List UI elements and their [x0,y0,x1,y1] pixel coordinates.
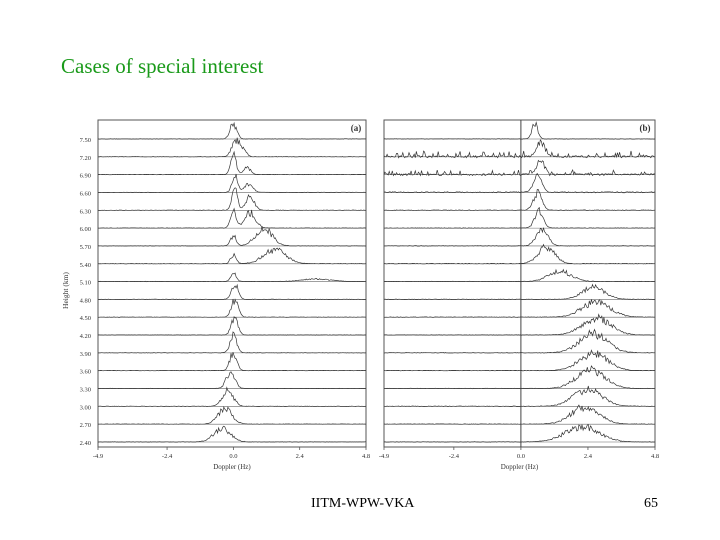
spectrum-trace [98,298,367,318]
y-tick-label: 3.60 [80,369,91,376]
spectrum-trace [97,283,367,300]
x-tick-label: -4.9 [379,453,389,460]
spectrum-trace [383,385,656,407]
y-tick-label: 4.20 [80,333,91,340]
spectrum-trace [97,272,367,283]
x-tick-label: 4.8 [362,453,370,460]
y-tick-label: 3.00 [80,404,91,411]
y-tick-label: 6.00 [80,226,91,233]
y-tick-label: 5.10 [80,280,91,287]
spectrum-trace [97,371,367,389]
spectrum-trace [383,268,656,283]
spectrum-trace [383,349,656,372]
y-tick-label: 3.30 [80,387,91,394]
panel-label: (b) [640,123,651,133]
spectrum-trace [97,331,366,354]
spectrum-trace [97,121,367,140]
y-axis-label: Height (km) [61,272,70,309]
spectrum-trace [98,425,367,443]
spectrum-trace [97,173,367,193]
x-tick-label: 4.8 [651,453,659,460]
spectrum-trace [97,207,367,229]
panel-frame [383,119,656,448]
slide-title: Cases of special interest [61,54,264,78]
spectrum-trace [383,189,655,211]
spectrum-trace [97,150,367,176]
y-tick-label: 2.70 [80,422,91,429]
y-tick-label: 4.50 [80,315,91,322]
y-tick-label: 6.30 [80,208,91,215]
spectrum-trace [97,386,367,407]
spectrum-trace [97,352,367,372]
x-tick-label: 0.0 [517,453,525,460]
x-tick-label: 2.4 [296,453,305,460]
spectrum-trace [383,243,655,265]
x-tick-label: -4.9 [93,453,103,460]
panel-label: (a) [351,123,362,133]
spectrum-trace [383,227,656,247]
page-number: 65 [644,496,658,511]
spectrum-trace [97,247,367,265]
spectrum-trace [384,365,655,390]
spectrum-trace [383,283,655,300]
y-tick-label: 6.90 [80,173,91,180]
y-tick-label: 3.90 [80,351,91,358]
x-tick-label: -2.4 [162,453,173,460]
spectrum-trace [383,172,656,194]
x-tick-label: -2.4 [449,453,460,460]
spectrum-trace [383,424,656,443]
spectrum-trace [384,313,656,336]
spectrum-trace [383,121,656,140]
y-tick-label: 5.40 [80,262,91,269]
spectrum-trace [97,226,366,247]
spectrum-trace [383,159,656,177]
spectrum-trace [383,404,656,425]
y-tick-label: 2.40 [80,440,91,447]
footer-label: IITM-WPW-VKA [311,496,415,511]
x-axis-label: Doppler (Hz) [213,463,251,471]
y-tick-label: 5.70 [80,244,91,251]
x-tick-label: 2.4 [584,453,593,460]
spectrum-trace [97,137,367,158]
spectrum-trace [383,139,656,159]
panel-frame [97,119,367,448]
x-tick-label: 0.0 [229,453,237,460]
spectrum-trace [97,406,367,425]
y-tick-label: 4.80 [80,297,91,304]
spectrum-trace [97,315,367,336]
spectrum-trace [383,328,656,354]
spectrum-trace [383,206,656,229]
y-tick-label: 7.20 [80,155,91,162]
spectrum-trace [97,187,367,211]
spectrum-trace [384,299,656,318]
x-axis-label: Doppler (Hz) [501,463,539,471]
y-tick-label: 7.50 [80,137,91,144]
y-tick-label: 6.60 [80,190,91,197]
